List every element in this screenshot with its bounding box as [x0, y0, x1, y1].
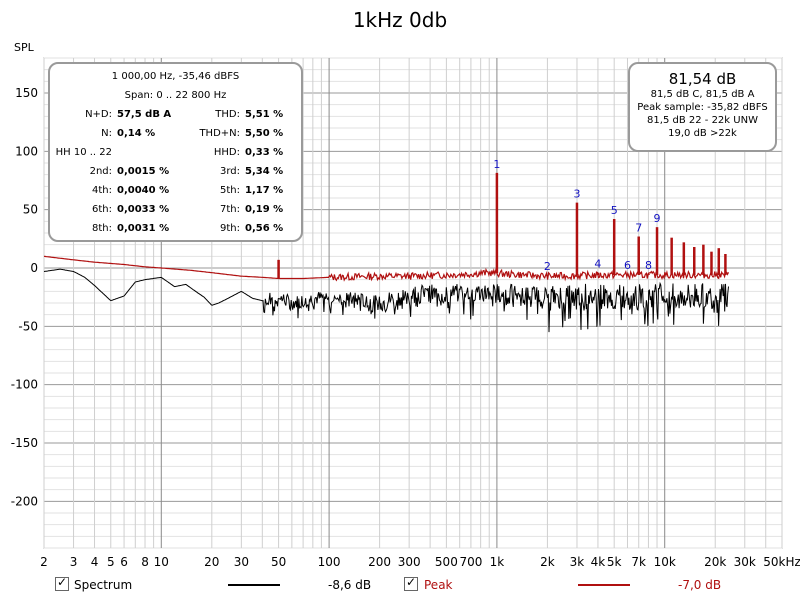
stat-value: 57,5 dB A [117, 109, 172, 120]
y-tick-label: -200 [11, 494, 38, 508]
stat-label: THD: [215, 109, 240, 120]
x-tick-label: 3 [70, 555, 78, 569]
legend-spectrum-swatch [228, 584, 280, 586]
y-tick-label: 50 [23, 203, 38, 217]
harmonic-label: 2 [544, 260, 551, 273]
x-tick-label: 3k [570, 555, 585, 569]
level-main-value: 81,54 dB [668, 70, 737, 88]
stat-value: 0,0033 % [117, 204, 170, 215]
stat-label: 2nd: [89, 166, 112, 177]
harmonic-label: 7 [635, 222, 642, 235]
y-tick-label: -100 [11, 378, 38, 392]
x-tick-label: 8 [141, 555, 149, 569]
stat-value: 0,14 % [117, 128, 156, 139]
check-mark-icon: ✓ [406, 575, 417, 589]
level-line-3: 81,5 dB 22 - 22k UNW [647, 115, 758, 126]
legend-peak-label: Peak [424, 578, 453, 592]
stat-label: N: [101, 128, 112, 139]
stat-value: 0,0015 % [117, 166, 170, 177]
harmonic-label: 6 [624, 259, 631, 272]
stat-value: 0,19 % [245, 204, 284, 215]
check-mark-icon: ✓ [57, 575, 68, 589]
harmonic-label: 1 [493, 158, 500, 171]
stat-label: THD+N: [199, 128, 240, 139]
spectrum-checkbox[interactable]: ✓ [55, 575, 69, 591]
stat-label: 3rd: [219, 166, 240, 177]
chart-title: 1kHz 0db [352, 8, 448, 32]
x-tick-label: 200 [368, 555, 391, 569]
stat-label: 8th: [92, 223, 112, 234]
stat-label: HH 10 .. 22 [55, 147, 112, 158]
x-tick-label: 1k [490, 555, 505, 569]
x-tick-label: 300 [398, 555, 421, 569]
x-tick-label: 30 [234, 555, 249, 569]
stat-label: 9th: [220, 223, 240, 234]
stat-value: 5,34 % [245, 166, 284, 177]
x-tick-label: 20 [204, 555, 219, 569]
x-tick-label: 500 [435, 555, 458, 569]
x-tick-label: 6 [120, 555, 128, 569]
spectrum-series-line [43, 268, 729, 333]
x-tick-label: 5k [607, 555, 622, 569]
legend-spectrum-label: Spectrum [74, 578, 133, 592]
legend-spectrum-value: -8,6 dB [328, 578, 372, 592]
stat-value: 0,0031 % [117, 223, 170, 234]
x-tick-label: 2k [540, 555, 555, 569]
harmonic-label: 5 [611, 204, 618, 217]
y-tick-label: 0 [30, 261, 38, 275]
y-tick-label: -150 [11, 436, 38, 450]
x-tick-labels: 2 3 4 5 6 8 10 20 30 50 100 200 300 500 700 1k 2k 3k 4k 5k 7… [40, 555, 800, 569]
stats-header-span: Span: 0 .. 22 800 Hz [124, 90, 227, 101]
y-axis-label: SPL [14, 41, 34, 54]
x-tick-label: 50kHz [763, 555, 800, 569]
legend-peak-value: -7,0 dB [678, 578, 722, 592]
x-tick-label: 4 [91, 555, 99, 569]
stat-label: N+D: [85, 109, 112, 120]
harmonic-label: 8 [645, 259, 652, 272]
legend: ✓ Spectrum -8,6 dB ✓ Peak -7,0 dB [0, 573, 800, 595]
stat-value: 0,33 % [245, 147, 284, 158]
peak-checkbox[interactable]: ✓ [404, 575, 418, 591]
x-tick-label: 10 [154, 555, 169, 569]
x-tick-label: 100 [318, 555, 341, 569]
stats-header-frequency: 1 000,00 Hz, -35,46 dBFS [111, 71, 240, 82]
stat-value: 5,50 % [245, 128, 284, 139]
stat-value: 0,0040 % [117, 185, 170, 196]
x-tick-label: 5 [107, 555, 115, 569]
y-tick-labels: 150 100 50 0 -50 -100 -150 -200 [11, 86, 38, 508]
x-tick-label: 700 [459, 555, 482, 569]
stat-value: 0,56 % [245, 223, 284, 234]
y-tick-label: -50 [18, 319, 38, 333]
x-tick-label: 10k [654, 555, 676, 569]
x-tick-label: 30k [734, 555, 756, 569]
stat-value: 5,51 % [245, 109, 284, 120]
stat-label: HHD: [213, 147, 240, 158]
stat-value: 1,17 % [245, 185, 284, 196]
x-tick-label: 20k [704, 555, 726, 569]
distortion-stats-panel: 1 000,00 Hz, -35,46 dBFS Span: 0 .. 22 8… [48, 62, 303, 242]
level-line-4: 19,0 dB >22k [668, 128, 737, 139]
level-line-2: Peak sample: -35,82 dBFS [637, 102, 768, 113]
x-tick-label: 50 [271, 555, 286, 569]
harmonic-label: 9 [654, 212, 661, 225]
stat-label: 4th: [92, 185, 112, 196]
stat-label: 6th: [92, 204, 112, 215]
stat-label: 7th: [220, 204, 240, 215]
level-panel: 81,54 dB 81,5 dB C, 81,5 dB A Peak sampl… [628, 62, 777, 152]
stat-label: 5th: [220, 185, 240, 196]
harmonic-label: 4 [594, 258, 601, 271]
series-layer [43, 172, 730, 333]
harmonic-label: 3 [573, 188, 580, 201]
x-tick-label: 2 [40, 555, 48, 569]
y-tick-label: 100 [15, 144, 38, 158]
harmonic-labels: 1 2 3 4 5 6 7 8 9 [493, 158, 660, 273]
peak-series-line [43, 255, 730, 282]
x-tick-label: 7k [631, 555, 646, 569]
level-line-1: 81,5 dB C, 81,5 dB A [650, 89, 755, 100]
x-tick-label: 4k [591, 555, 606, 569]
y-tick-label: 150 [15, 86, 38, 100]
legend-peak-swatch [578, 584, 630, 586]
